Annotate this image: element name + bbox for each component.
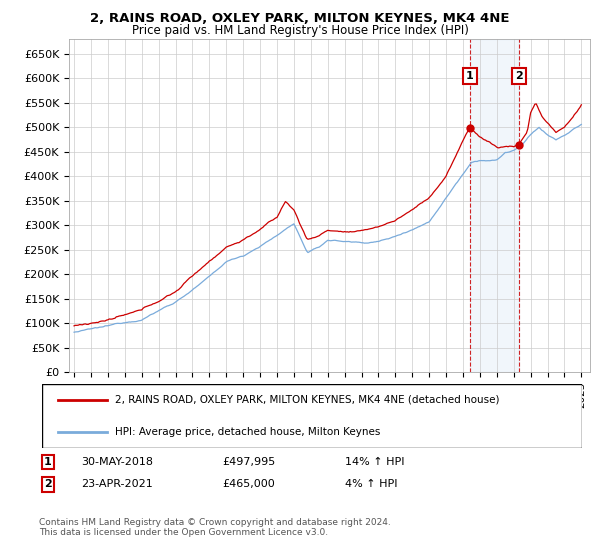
Text: Price paid vs. HM Land Registry's House Price Index (HPI): Price paid vs. HM Land Registry's House … [131,24,469,37]
Text: £465,000: £465,000 [222,479,275,489]
Text: 2, RAINS ROAD, OXLEY PARK, MILTON KEYNES, MK4 4NE (detached house): 2, RAINS ROAD, OXLEY PARK, MILTON KEYNES… [115,395,499,405]
Bar [470,39,519,372]
Text: 14% ↑ HPI: 14% ↑ HPI [345,457,404,467]
Text: 1: 1 [44,457,52,467]
Text: 23-APR-2021: 23-APR-2021 [81,479,153,489]
Text: 1: 1 [466,71,474,81]
Text: £497,995: £497,995 [222,457,275,467]
Text: 30-MAY-2018: 30-MAY-2018 [81,457,153,467]
Text: 2: 2 [515,71,523,81]
Text: Contains HM Land Registry data © Crown copyright and database right 2024.
This d: Contains HM Land Registry data © Crown c… [39,518,391,538]
Text: 2: 2 [44,479,52,489]
FancyBboxPatch shape [42,384,582,448]
Text: 2, RAINS ROAD, OXLEY PARK, MILTON KEYNES, MK4 4NE: 2, RAINS ROAD, OXLEY PARK, MILTON KEYNES… [90,12,510,25]
Text: HPI: Average price, detached house, Milton Keynes: HPI: Average price, detached house, Milt… [115,427,380,437]
Text: 4% ↑ HPI: 4% ↑ HPI [345,479,398,489]
